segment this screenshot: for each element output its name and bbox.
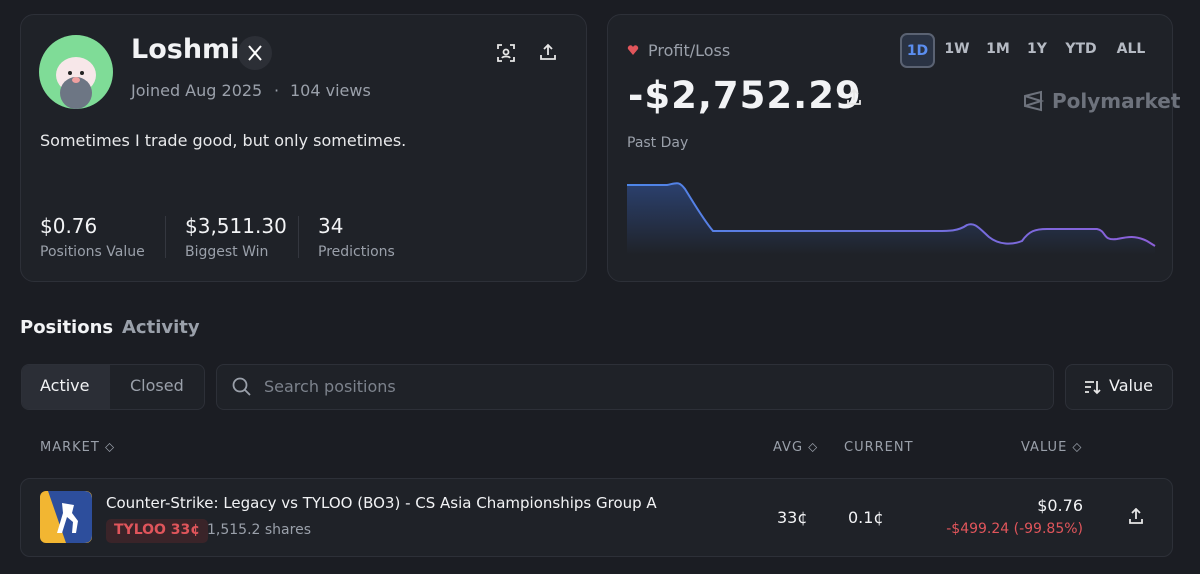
bio: Sometimes I trade good, but only sometim… — [40, 131, 407, 150]
header-text: VALUE — [1021, 440, 1068, 455]
column-header[interactable]: VALUE ⬦ — [1021, 440, 1083, 455]
stat-label: Positions Value — [40, 244, 145, 260]
x-link[interactable] — [238, 36, 272, 70]
brand: Polymarket — [1052, 89, 1181, 113]
share-button[interactable] — [846, 89, 862, 105]
range-button[interactable]: YTD — [1065, 41, 1097, 57]
column-header: CURRENT — [844, 440, 914, 455]
filter[interactable]: Active — [40, 376, 90, 395]
views: 104 views — [290, 81, 371, 100]
stat-label: Predictions — [318, 244, 395, 260]
stat-value: 34 — [318, 214, 344, 238]
range-button[interactable]: 1Y — [1027, 41, 1047, 57]
tab[interactable]: Positions — [20, 317, 114, 338]
header-text: MARKET — [40, 440, 100, 455]
pnl-label: Profit/Loss — [648, 41, 731, 60]
header-text: AVG — [773, 440, 804, 455]
share-button[interactable] — [1128, 508, 1144, 524]
range-button[interactable]: 1W — [944, 41, 970, 57]
scan-button[interactable] — [497, 44, 515, 62]
sort-icon — [1085, 381, 1101, 395]
column-header[interactable]: MARKET ⬦ — [40, 440, 116, 455]
outcome-badge: TYLOO 33¢ — [106, 519, 209, 543]
sort-label: Value — [1109, 376, 1153, 395]
column-header[interactable]: AVG ⬦ — [773, 440, 819, 455]
brand-logo — [1024, 90, 1044, 112]
pnl-amount: -$2,752.29 — [628, 74, 862, 117]
share-button[interactable] — [539, 43, 557, 61]
profile-card — [20, 14, 587, 282]
avatar — [39, 35, 113, 109]
market-icon — [40, 491, 92, 543]
profile-name: Loshmi — [131, 34, 240, 65]
range-button[interactable]: 1D — [900, 33, 935, 68]
search-icon — [232, 377, 251, 396]
position-value: $0.76 — [1037, 496, 1083, 515]
range-button[interactable]: ALL — [1116, 41, 1146, 57]
search-placeholder: Search positions — [264, 377, 396, 396]
filter[interactable]: Closed — [130, 376, 184, 395]
market-title: Counter-Strike: Legacy vs TYLOO (BO3) - … — [106, 494, 657, 512]
position-pnl: -$499.24 (-99.85%) — [946, 521, 1083, 537]
stat-label: Biggest Win — [185, 244, 269, 260]
filter-active-bg — [22, 365, 110, 409]
separator: · — [274, 81, 280, 100]
divider — [165, 216, 166, 258]
search-box[interactable] — [216, 364, 1054, 410]
period: Past Day — [627, 135, 689, 151]
position-row[interactable] — [20, 478, 1173, 557]
joined: Joined Aug 2025 — [131, 81, 263, 100]
stat-value: $3,511.30 — [185, 214, 287, 238]
avg-price: 33¢ — [777, 508, 808, 527]
current-price: 0.1¢ — [848, 508, 884, 527]
pnl-sparkline — [627, 182, 1156, 255]
tab[interactable]: Activity — [122, 317, 200, 338]
sort-button[interactable] — [1065, 364, 1173, 410]
loss-indicator — [627, 45, 639, 55]
range-button[interactable]: 1M — [986, 41, 1010, 57]
stat-value: $0.76 — [40, 214, 98, 238]
divider — [298, 216, 299, 258]
shares: 1,515.2 shares — [207, 522, 311, 538]
